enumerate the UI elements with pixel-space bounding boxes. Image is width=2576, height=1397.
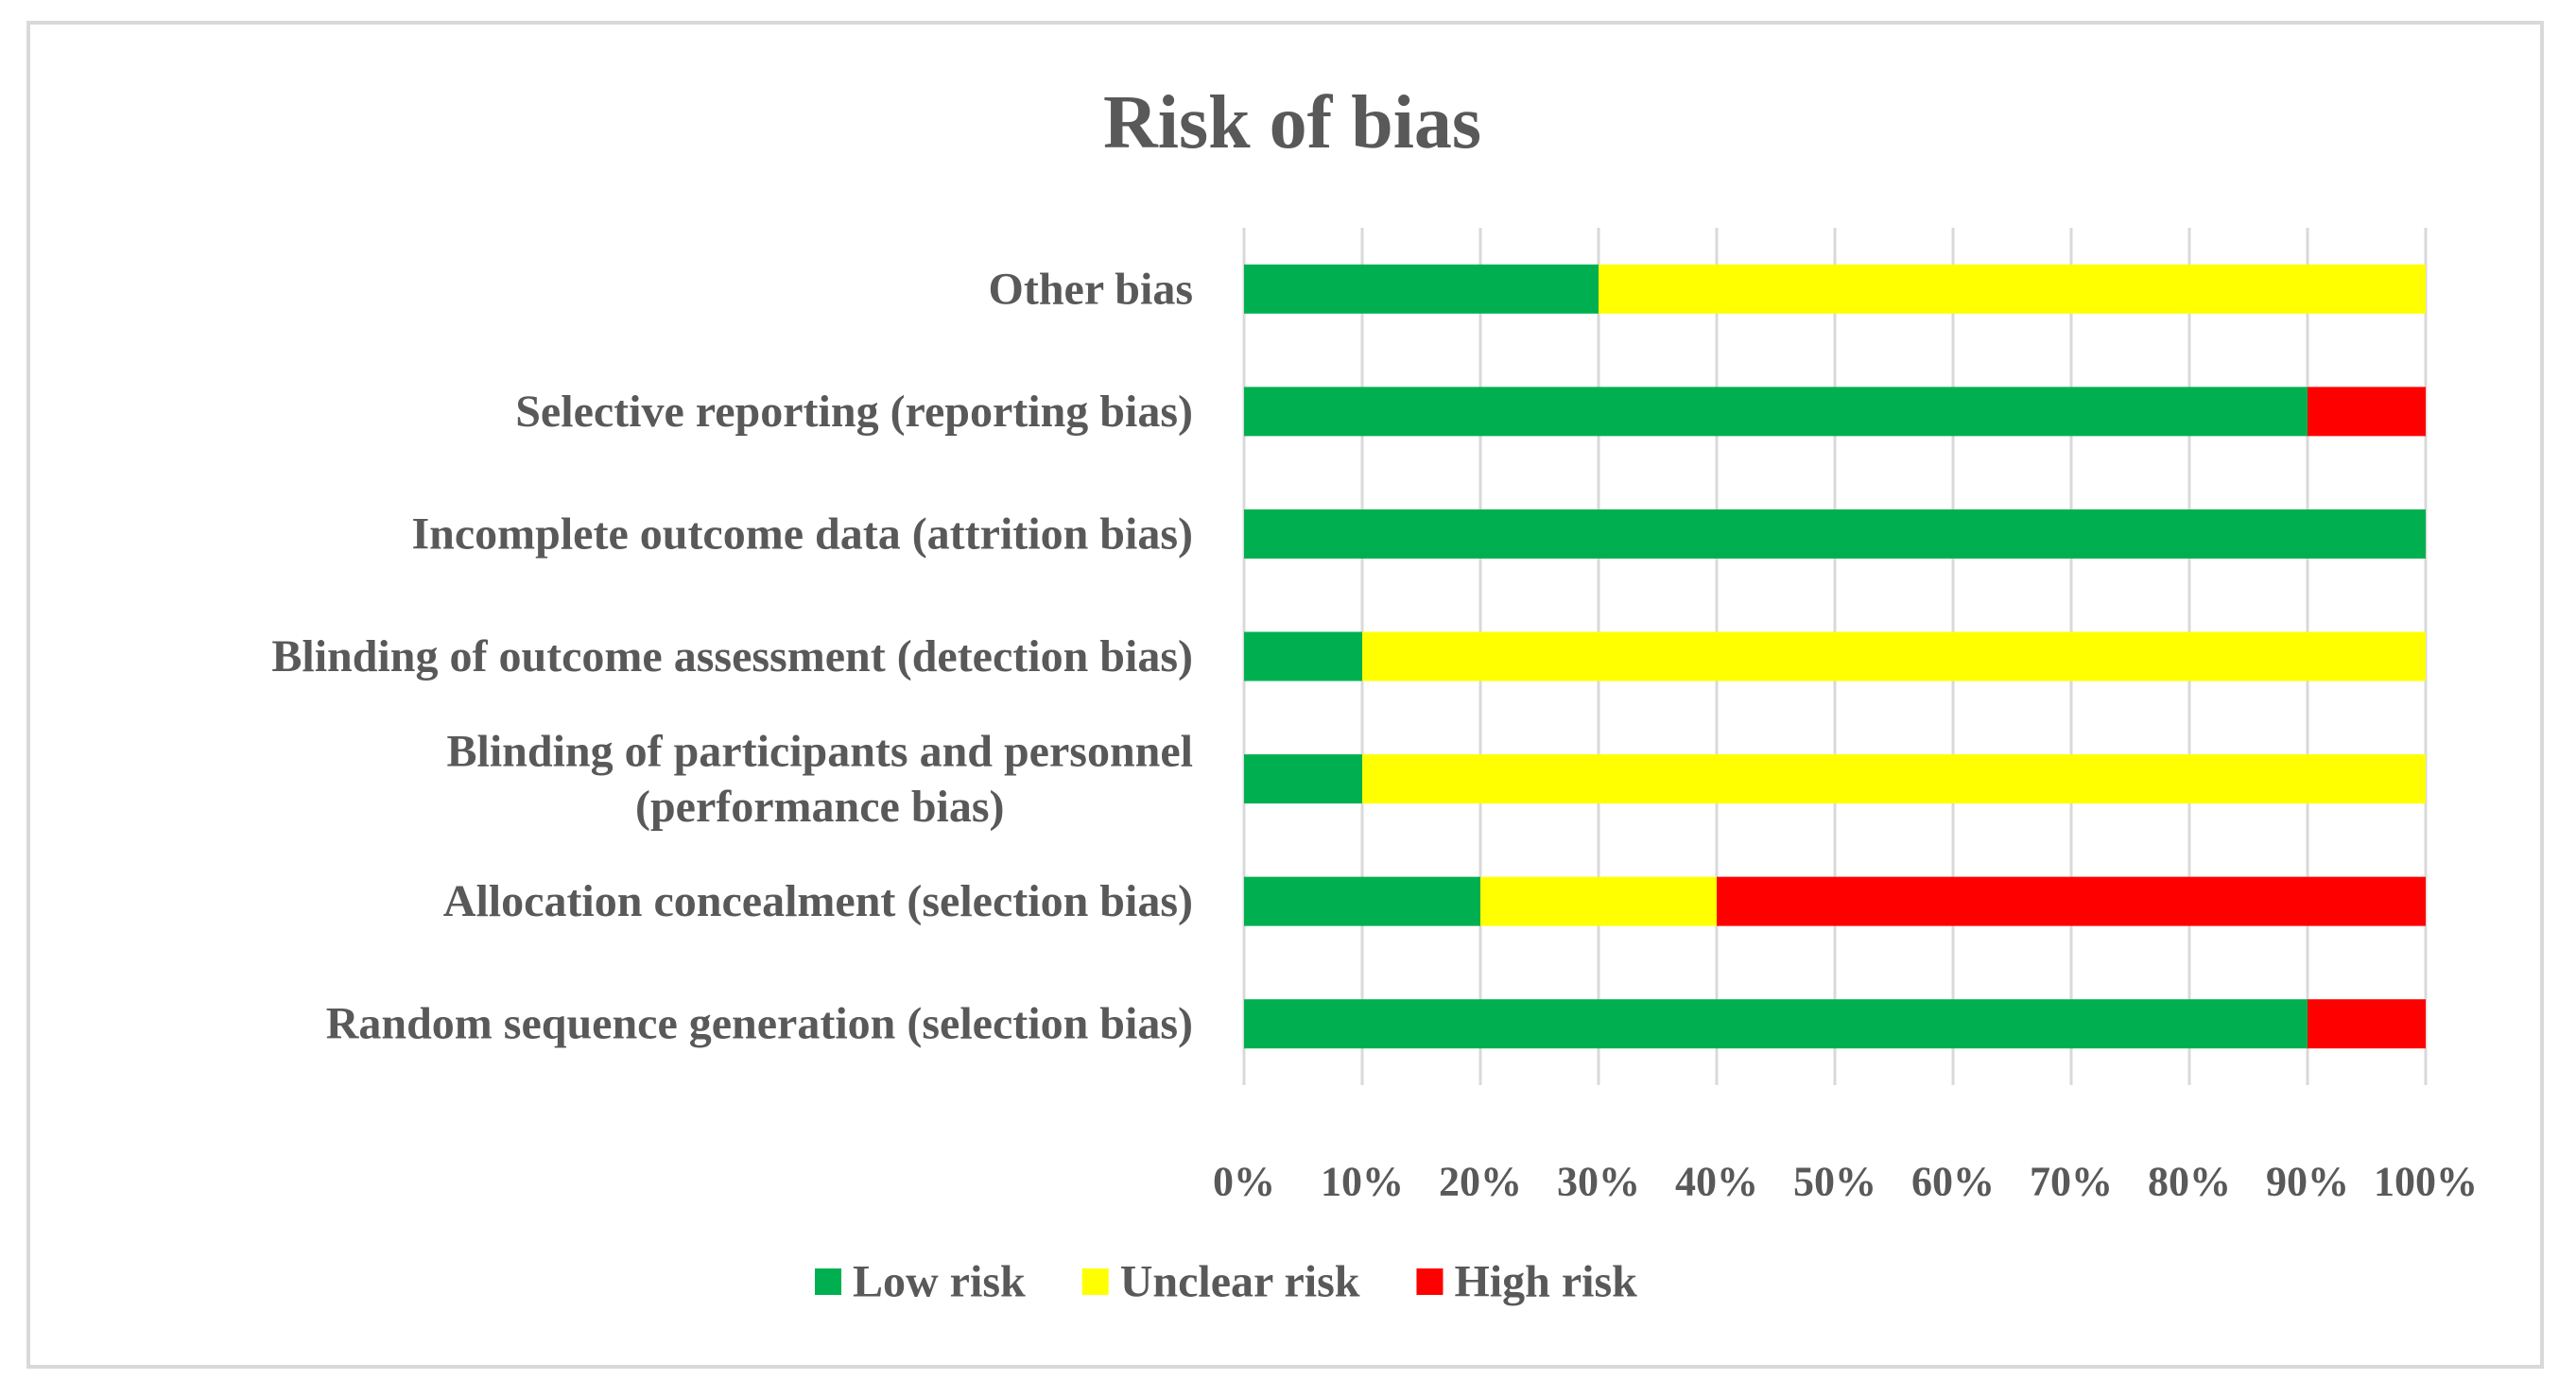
legend: Low risk Unclear risk High risk	[815, 1257, 1637, 1307]
chart-frame: Risk of bias Random sequence generation …	[26, 21, 2544, 1369]
bar-high-risk-cat-5	[2308, 387, 2426, 437]
category-label-line: (performance bias)	[635, 782, 1005, 832]
category-labels: Random sequence generation (selection bi…	[271, 264, 1193, 1048]
category-label-4: Incomplete outcome data (attrition bias)	[411, 509, 1193, 559]
category-label-3: Blinding of outcome assessment (detectio…	[271, 631, 1193, 681]
bar-high-risk-cat-1	[1717, 876, 2426, 926]
bar-unclear-risk-cat-1	[1480, 876, 1717, 926]
category-label-text: Incomplete outcome data (attrition bias)	[411, 509, 1193, 559]
legend-item-unclear-risk: Unclear risk	[1081, 1257, 1360, 1307]
category-label-5: Selective reporting (reporting bias)	[515, 387, 1193, 437]
legend-item-low-risk: Low risk	[815, 1257, 1026, 1307]
bar-low-risk-cat-4	[1244, 509, 2426, 559]
category-label-1: Allocation concealment (selection bias)	[443, 876, 1193, 926]
legend-label-unclear-risk: Unclear risk	[1120, 1257, 1360, 1307]
chart-title: Risk of bias	[1103, 81, 1481, 164]
x-tick-label-80: 80%	[2148, 1159, 2231, 1205]
bar-low-risk-cat-2	[1244, 754, 1362, 804]
category-label-text: Other bias	[989, 264, 1193, 314]
bar-low-risk-cat-0	[1244, 999, 2308, 1049]
bar-unclear-risk-cat-6	[1599, 264, 2426, 314]
category-label-2: Blinding of participants and personnel (p…	[446, 726, 1193, 832]
x-tick-label-40: 40%	[1675, 1159, 1758, 1205]
bar-unclear-risk-cat-2	[1362, 754, 2426, 804]
x-tick-label-30: 30%	[1557, 1159, 1640, 1205]
x-tick-label-0: 0%	[1213, 1159, 1275, 1205]
legend-swatch-low-risk	[815, 1268, 841, 1295]
category-label-0: Random sequence generation (selection bi…	[326, 999, 1193, 1049]
category-label-text: Random sequence generation (selection bi…	[326, 999, 1193, 1049]
category-label-text: Allocation concealment (selection bias)	[443, 876, 1193, 926]
x-tick-label-90: 90%	[2266, 1159, 2349, 1205]
bar-low-risk-cat-6	[1244, 264, 1599, 314]
bar-high-risk-cat-0	[2308, 999, 2426, 1049]
x-tick-label-10: 10%	[1321, 1159, 1404, 1205]
x-tick-label-100: 100%	[2374, 1159, 2478, 1205]
legend-swatch-high-risk	[1416, 1268, 1444, 1295]
bar-low-risk-cat-3	[1244, 631, 1362, 681]
category-label-text: Selective reporting (reporting bias)	[515, 387, 1193, 437]
bars	[1244, 264, 2426, 1049]
legend-swatch-unclear-risk	[1081, 1268, 1109, 1295]
x-tick-label-50: 50%	[1793, 1159, 1876, 1205]
legend-label-low-risk: Low risk	[853, 1257, 1026, 1307]
category-label-line: Blinding of participants and personnel	[446, 726, 1193, 776]
legend-item-high-risk: High risk	[1416, 1257, 1637, 1307]
category-label-6: Other bias	[989, 264, 1193, 314]
bar-low-risk-cat-5	[1244, 387, 2308, 437]
risk-of-bias-chart: Risk of bias Random sequence generation …	[271, 81, 2478, 1307]
legend-label-high-risk: High risk	[1454, 1257, 1637, 1307]
category-label-text: Blinding of outcome assessment (detectio…	[271, 631, 1193, 681]
x-tick-label-70: 70%	[2030, 1159, 2113, 1205]
x-tick-label-60: 60%	[1911, 1159, 1995, 1205]
x-tick-labels: 0% 10% 20% 30% 40% 50% 60% 70% 80% 90% 100%	[1213, 1159, 2478, 1205]
bar-low-risk-cat-1	[1244, 876, 1480, 926]
bar-unclear-risk-cat-3	[1362, 631, 2426, 681]
x-tick-label-20: 20%	[1439, 1159, 1522, 1205]
